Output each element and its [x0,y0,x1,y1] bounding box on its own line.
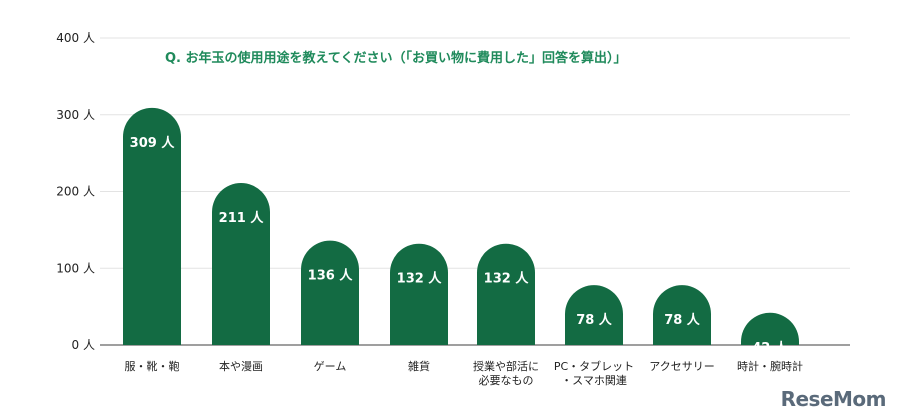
bar-value-label: 132 人 [484,271,530,287]
bar [653,285,711,345]
x-category-label: PC・タブレット・スマホ関連 [554,359,634,387]
bar-value-label: 78 人 [576,312,613,328]
bar [301,240,359,345]
chart-title: Q. お年玉の使用用途を教えてください（「お買い物に費用した」回答を算出）」 [165,50,626,66]
y-tick-label: 100 人 [56,261,95,275]
bar [212,183,270,345]
bar [123,107,181,345]
bar-value-label: 78 人 [664,312,701,328]
bar [565,285,623,345]
bar [477,243,535,345]
x-category-label: 授業や部活に必要なもの [473,359,539,387]
y-tick-label: 400 人 [56,31,95,45]
y-tick-label: 300 人 [56,108,95,122]
bar-value-label: 132 人 [397,271,443,287]
resemom-logo: ReseMom [780,387,887,411]
bar-value-label: 136 人 [308,268,354,284]
x-category-label: ゲーム [314,360,347,373]
y-tick-label: 0 人 [72,338,95,352]
bar-value-label: 42 人 [752,340,789,356]
bar [390,243,448,345]
y-tick-label: 200 人 [56,185,95,199]
x-category-label: 服・靴・鞄 [125,359,180,373]
x-category-label: 本や漫画 [219,359,263,373]
x-category-label: アクセサリー [649,360,714,373]
x-category-label: 時計・腕時計 [737,359,803,373]
x-category-label: 雑貨 [408,359,430,373]
bar-value-label: 309 人 [130,135,176,151]
bar-value-label: 211 人 [219,210,265,226]
bar [741,312,799,345]
